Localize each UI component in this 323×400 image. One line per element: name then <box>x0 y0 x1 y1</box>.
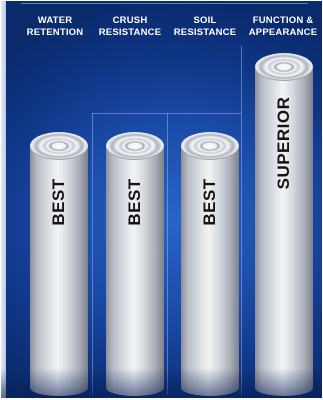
header-function-appearance: FUNCTION & APPEARANCE <box>244 15 322 39</box>
column-top-rings <box>181 132 239 160</box>
header-line: CRUSH <box>112 15 148 26</box>
rating-label: BEST <box>49 178 68 226</box>
guide-line <box>92 113 242 114</box>
column-top-rings <box>255 53 313 81</box>
column-base <box>30 380 88 396</box>
header-line: RESISTANCE <box>173 27 237 38</box>
column-body <box>106 146 164 388</box>
column-body <box>255 67 313 388</box>
guide-line <box>167 113 168 395</box>
column-body <box>181 146 239 388</box>
header-line: FUNCTION & <box>252 15 314 26</box>
rating-label: BEST <box>200 178 219 226</box>
column-function-appearance: SUPERIOR <box>249 53 319 398</box>
header-line: SOIL <box>193 15 217 26</box>
header-line: RESISTANCE <box>98 27 162 38</box>
column-base <box>106 380 164 396</box>
column-crush-resistance: BEST <box>100 132 170 398</box>
column-base <box>181 380 239 396</box>
header-line: WATER <box>37 15 73 26</box>
column-base <box>255 380 313 396</box>
column-water-retention: BEST <box>24 132 94 398</box>
frame-line-top <box>21 3 308 4</box>
header-line: APPEARANCE <box>248 27 318 38</box>
guide-line <box>92 113 93 395</box>
panel-left-edge <box>1 1 6 398</box>
column-top-rings <box>30 132 88 160</box>
header-crush-resistance: CRUSH RESISTANCE <box>94 15 166 39</box>
column-top-rings <box>106 132 164 160</box>
rating-label: BEST <box>125 178 144 226</box>
header-soil-resistance: SOIL RESISTANCE <box>169 15 241 39</box>
header-line: RETENTION <box>26 27 84 38</box>
column-soil-resistance: BEST <box>175 132 245 398</box>
header-water-retention: WATER RETENTION <box>21 15 89 39</box>
rating-label: SUPERIOR <box>274 96 293 190</box>
column-body <box>30 146 88 388</box>
guide-line <box>241 46 242 395</box>
